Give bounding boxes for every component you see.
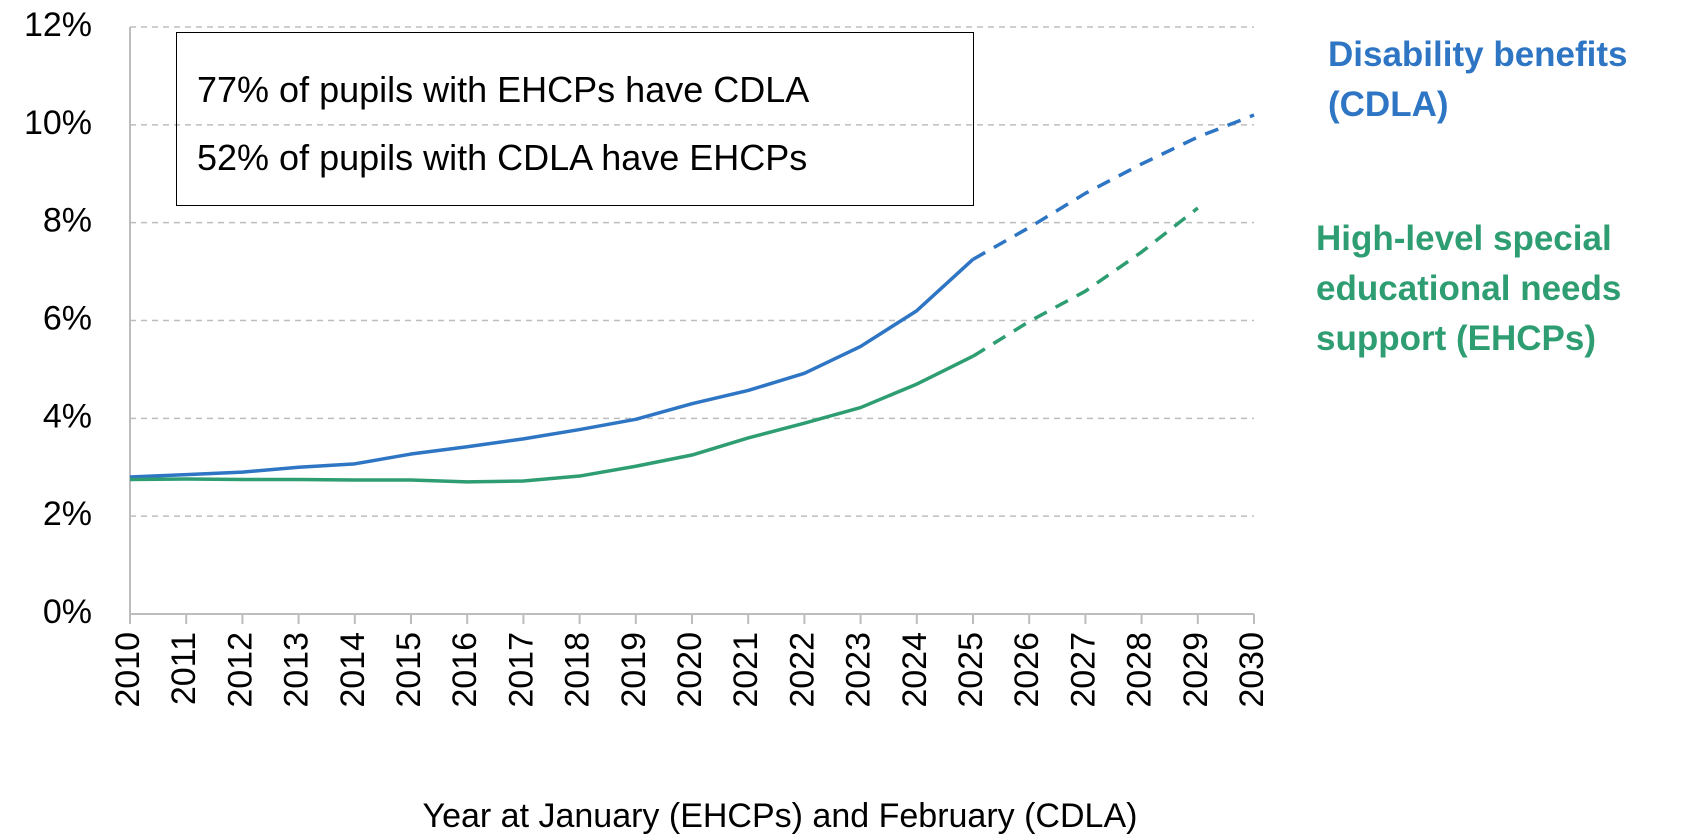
x-tick-label: 2021 <box>727 632 765 708</box>
x-tick-label: 2014 <box>334 632 372 708</box>
x-tick-label: 2027 <box>1064 632 1102 708</box>
y-tick-label: 2% <box>43 495 92 533</box>
series-line <box>129 258 975 479</box>
x-tick-label: 2025 <box>952 632 990 708</box>
annotation-box: 77% of pupils with EHCPs have CDLA 52% o… <box>176 32 974 206</box>
annotation: 77% of pupils with EHCPs have CDLA <box>197 69 810 110</box>
annotation: 52% of pupils with CDLA have EHCPs <box>197 137 808 178</box>
x-tick-label: 2010 <box>109 632 147 708</box>
y-tick-label: 4% <box>43 397 92 435</box>
x-tick-label: 2028 <box>1121 632 1159 708</box>
x-tick-label: 2024 <box>896 632 934 708</box>
y-tick-label: 10% <box>24 104 92 142</box>
series-line <box>972 113 1255 261</box>
x-tick-label: 2020 <box>671 632 709 708</box>
x-tick-label: 2019 <box>615 632 653 708</box>
x-tick-label: 2018 <box>559 632 597 708</box>
x-tick-label: 2011 <box>165 632 203 705</box>
x-tick-label: 2026 <box>1008 632 1046 708</box>
x-tick-label: 2016 <box>446 632 484 708</box>
y-tick-label: 0% <box>43 593 92 631</box>
x-tick-label: 2012 <box>221 632 259 708</box>
legend-entry: High-level special educational needs sup… <box>1316 219 1622 358</box>
x-tick-label: 2023 <box>840 632 878 708</box>
legend-entry: Disability benefits (CDLA) <box>1328 35 1628 124</box>
x-tick-label: 2017 <box>502 632 540 708</box>
x-tick-label: 2030 <box>1233 632 1271 708</box>
y-tick-label: 6% <box>43 299 92 337</box>
x-tick-label: 2022 <box>783 632 821 708</box>
y-tick-label: 8% <box>43 202 92 240</box>
x-tick-label: 2029 <box>1177 632 1215 708</box>
y-tick-label: 12% <box>24 6 92 44</box>
series-line <box>972 206 1199 358</box>
x-tick-label: 2015 <box>390 632 428 708</box>
x-tick-label: 2013 <box>278 632 316 708</box>
series-line <box>129 354 974 484</box>
x-axis-title: Year at January (EHCPs) and February (CD… <box>423 797 1138 835</box>
